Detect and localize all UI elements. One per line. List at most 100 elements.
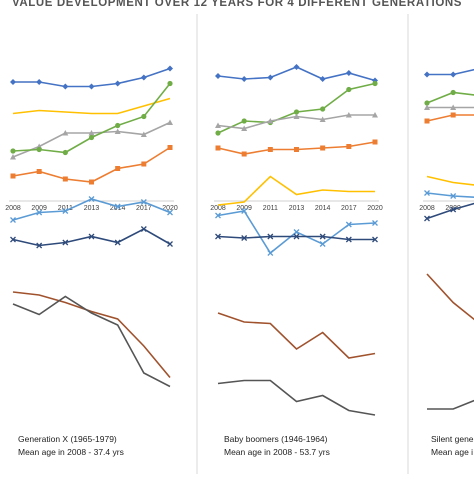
data-point (451, 90, 456, 95)
upper-series-1 (10, 66, 173, 90)
panel-caption-title: Silent gene (431, 434, 474, 444)
x-tick-label: 2009 (31, 205, 47, 212)
panel-caption-title: Generation X (1965-1979) (18, 434, 117, 444)
data-point (11, 174, 16, 179)
lower-line (427, 399, 474, 410)
upper-series-2 (13, 99, 170, 114)
data-point (10, 79, 16, 85)
data-point (242, 152, 247, 157)
data-point (167, 81, 172, 86)
lower-series-2 (13, 292, 170, 378)
data-point (346, 144, 351, 149)
x-tick-label: 2013 (289, 205, 305, 212)
data-point (89, 180, 94, 185)
upper-line (13, 84, 170, 153)
data-point (215, 73, 221, 79)
data-point (37, 169, 42, 174)
upper-series-1 (424, 66, 474, 78)
lower-line (13, 297, 170, 387)
data-point (89, 84, 95, 90)
lower-line (218, 313, 375, 358)
data-point (167, 120, 173, 126)
upper-line (427, 115, 474, 121)
data-point (141, 75, 147, 81)
panel-caption-title: Baby boomers (1946-1964) (224, 434, 328, 444)
panel-caption-age: Mean age i (431, 447, 473, 457)
lower-series-2 (427, 274, 474, 324)
x-tick-label: 2017 (136, 205, 152, 212)
upper-series-5 (427, 177, 474, 186)
data-point (372, 81, 377, 86)
data-point (63, 177, 68, 182)
x-tick-label: 2008 (210, 205, 226, 212)
lower-line (427, 274, 474, 324)
data-point (10, 148, 15, 153)
data-point (168, 145, 173, 150)
lower-series-3 (13, 297, 170, 387)
x-tick-label: 2013 (84, 205, 100, 212)
lower-line (218, 381, 375, 416)
data-point (346, 70, 352, 76)
data-point (141, 114, 146, 119)
data-point (63, 150, 68, 155)
data-point (215, 130, 220, 135)
data-point (373, 140, 378, 145)
data-point (450, 72, 456, 78)
data-point (320, 76, 326, 82)
data-point (294, 147, 299, 152)
lower-line (13, 292, 170, 378)
data-point (346, 87, 351, 92)
data-point (62, 84, 68, 90)
data-point (115, 81, 121, 87)
data-point (168, 242, 173, 247)
upper-line (427, 69, 474, 75)
x-tick-label: 2011 (263, 205, 278, 212)
data-point (141, 227, 146, 232)
upper-series-3 (424, 105, 474, 111)
data-point (36, 79, 42, 85)
upper-series-4 (216, 140, 378, 157)
x-tick-label: 2008 (5, 205, 21, 212)
upper-series-4 (425, 113, 474, 124)
upper-series-3 (215, 112, 378, 131)
x-tick-label: 2020 (367, 205, 383, 212)
panel-caption-age: Mean age in 2008 - 37.4 yrs (18, 447, 124, 457)
data-point (320, 106, 325, 111)
upper-series-6 (216, 209, 378, 256)
data-point (267, 75, 273, 81)
x-tick-label: 2014 (315, 205, 331, 212)
upper-series-6 (425, 191, 474, 201)
lower-series-1 (216, 234, 378, 242)
data-point (425, 119, 430, 124)
data-point (451, 113, 456, 118)
data-point (424, 72, 430, 78)
data-point (141, 162, 146, 167)
upper-series-orange-genx (11, 145, 173, 185)
data-point (115, 166, 120, 171)
lower-series-2 (218, 313, 375, 358)
data-point (320, 146, 325, 151)
data-point (167, 66, 173, 72)
upper-series-4 (10, 81, 172, 155)
upper-line (218, 84, 375, 134)
panel-caption-age: Mean age in 2008 - 53.7 yrs (224, 447, 330, 457)
data-point (242, 118, 247, 123)
data-point (241, 76, 247, 82)
data-point (268, 147, 273, 152)
data-point (115, 123, 120, 128)
lower-series-1 (11, 227, 173, 249)
x-tick-label: 2008 (419, 205, 435, 212)
chart-title: VALUE DEVELOPMENT OVER 12 YEARS FOR 4 DI… (0, 0, 474, 9)
data-point (89, 135, 94, 140)
lower-series-3 (218, 381, 375, 416)
chart-root: 2008 2009 2011 2013 2014 2017 2020 Generation X… (5, 14, 474, 474)
upper-line (13, 148, 170, 183)
upper-line (427, 177, 474, 186)
upper-series-2 (424, 90, 474, 106)
upper-series-1 (215, 64, 378, 84)
x-tick-label: 2017 (341, 205, 357, 212)
data-point (294, 64, 300, 70)
